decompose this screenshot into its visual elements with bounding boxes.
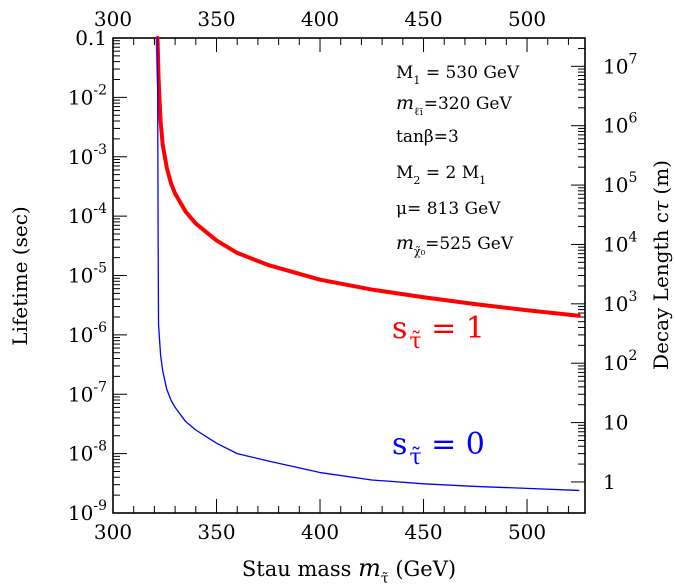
y-right-tick-label: 102 bbox=[603, 348, 637, 375]
y-left-tick-label: 10-3 bbox=[68, 142, 107, 169]
x-tick-label: 350 bbox=[197, 520, 235, 544]
y-right-tick-label: 103 bbox=[603, 289, 637, 316]
annotation-line: M2 = 2 M1 bbox=[396, 163, 486, 187]
axis-tick-labels: 300 300 350 350 400 400 450 450 500 500 0.1 10-2 10-… bbox=[68, 7, 638, 544]
series-lines bbox=[155, 36, 581, 492]
x-tick-label: 400 bbox=[301, 520, 339, 544]
y-right-tick-label: 104 bbox=[603, 229, 637, 256]
series-line-s1 bbox=[155, 36, 581, 318]
annotation-line: mχ̃₀=525 GeV bbox=[396, 232, 514, 258]
parameter-annotations: M1 = 530 GeV mℓ̃₁=320 GeV tanβ=3 M2 = 2 M1 μ… bbox=[396, 63, 520, 258]
y-right-tick-label: 10 bbox=[603, 411, 628, 435]
x-tick-label-top: 300 bbox=[94, 7, 132, 31]
x-tick-label-top: 350 bbox=[197, 7, 235, 31]
axis-ticks bbox=[112, 37, 585, 514]
x-tick-label-top: 500 bbox=[508, 7, 546, 31]
y-right-tick-label: 105 bbox=[603, 170, 637, 197]
y-left-tick-label: 10-9 bbox=[68, 498, 107, 525]
annotation-line: tanβ=3 bbox=[396, 127, 459, 147]
y-right-tick-label: 1 bbox=[603, 470, 616, 494]
y-left-tick-label: 10-2 bbox=[68, 82, 107, 109]
y-left-tick-label: 10-8 bbox=[68, 439, 107, 466]
y-right-tick-label: 107 bbox=[603, 51, 637, 78]
series-label-s0: sτ̃ = 0 bbox=[392, 427, 485, 470]
x-tick-label: 450 bbox=[404, 520, 442, 544]
x-tick-label-top: 450 bbox=[404, 7, 442, 31]
annotation-line: M1 = 530 GeV bbox=[396, 63, 520, 87]
y-left-tick-label: 10-4 bbox=[68, 201, 107, 228]
y-right-tick-label: 106 bbox=[603, 111, 637, 138]
y-right-axis-title: Decay Length cτ (m) bbox=[649, 160, 673, 370]
series-labels: sτ̃ = 1 sτ̃ = 0 bbox=[392, 311, 485, 470]
y-left-tick-label: 10-6 bbox=[68, 320, 107, 347]
plot-border bbox=[112, 37, 586, 514]
y-left-tick-label: 10-7 bbox=[68, 379, 107, 406]
y-left-tick-label: 0.1 bbox=[75, 26, 107, 50]
x-tick-label-top: 400 bbox=[301, 7, 339, 31]
y-left-axis-title: Lifetime (sec) bbox=[8, 206, 32, 345]
annotation-line: mℓ̃₁=320 GeV bbox=[396, 92, 512, 118]
annotation-line: μ= 813 GeV bbox=[396, 199, 501, 219]
y-left-tick-label: 10-5 bbox=[68, 261, 107, 288]
x-tick-label: 300 bbox=[94, 520, 132, 544]
x-tick-label: 500 bbox=[508, 520, 546, 544]
axis-titles: Stau mass mτ̃ (GeV) Lifetime (sec) Decay L… bbox=[8, 160, 673, 585]
series-line-s0 bbox=[156, 37, 580, 492]
series-label-s1: sτ̃ = 1 bbox=[392, 311, 485, 354]
plot-frame bbox=[112, 37, 586, 514]
x-axis-title: Stau mass mτ̃ (GeV) bbox=[242, 554, 456, 585]
